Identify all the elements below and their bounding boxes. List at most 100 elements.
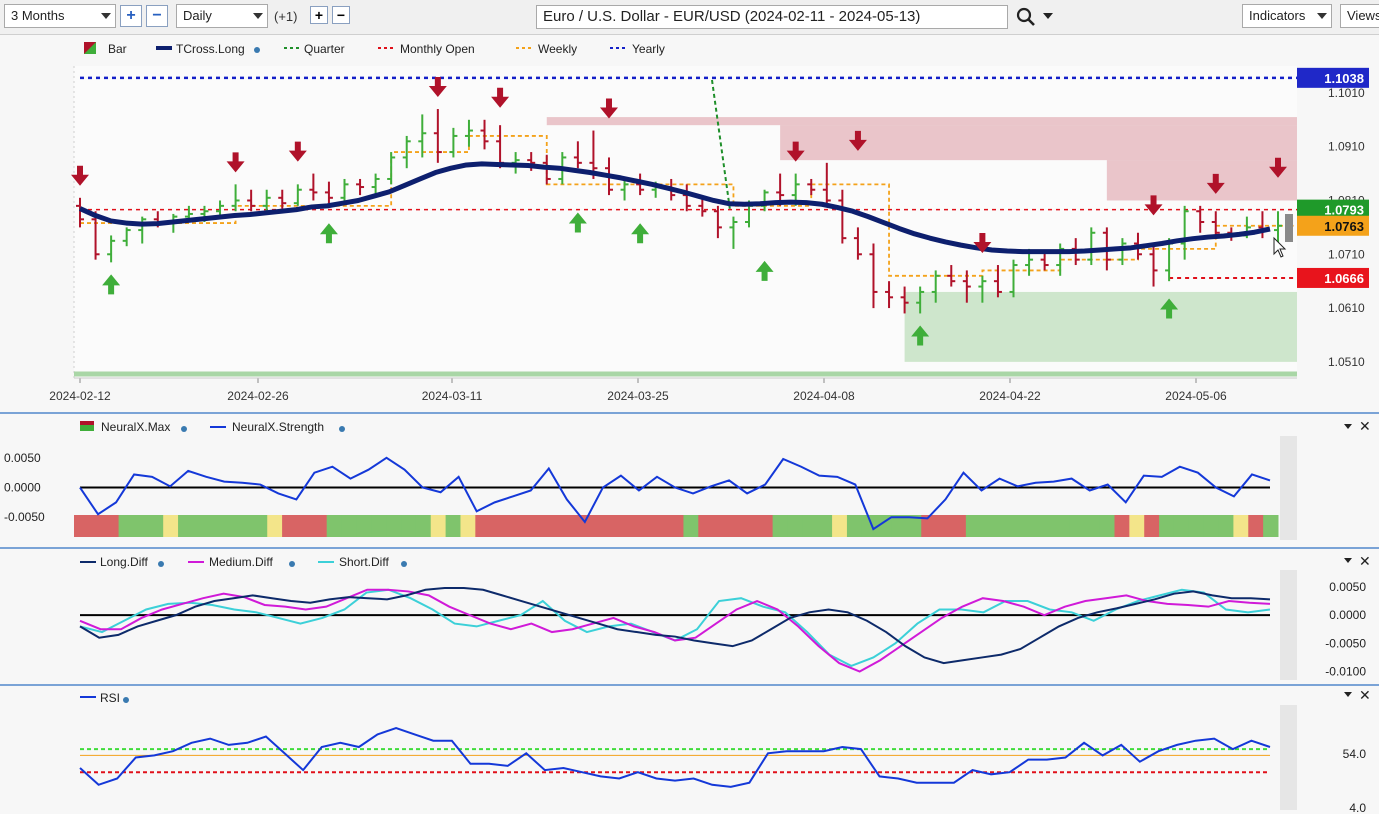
price-bar	[76, 197, 84, 228]
neuralx-max-block	[133, 515, 149, 537]
offset-minus-button[interactable]: −	[332, 6, 350, 24]
price-bar	[885, 281, 894, 309]
legend-neuralx-max: NeuralX.Max	[101, 420, 170, 434]
neuralx-max-block	[609, 515, 625, 537]
price-bar	[1149, 243, 1158, 287]
views-button[interactable]: Views	[1340, 4, 1379, 28]
chart-area[interactable]: Bar TCross.Long Quarter Monthly Open Wee…	[0, 35, 1379, 814]
legend-short-diff: Short.Diff	[339, 555, 389, 569]
neuralx-max-block	[965, 515, 982, 537]
price-bar	[807, 178, 816, 196]
close-icon[interactable]: ✕	[1359, 687, 1371, 703]
price-bar	[1274, 211, 1282, 244]
zoom-out-button[interactable]: −	[146, 5, 168, 27]
neuralx-max-block	[802, 515, 818, 537]
close-icon[interactable]: ✕	[1359, 418, 1371, 434]
price-bar	[1009, 259, 1018, 298]
price-bar	[464, 119, 473, 147]
neuralx-max-block	[1144, 515, 1160, 537]
settings-dot-icon[interactable]	[181, 426, 187, 432]
buy-arrow-icon	[911, 325, 930, 346]
neural-max-swatch	[80, 421, 94, 431]
sell-arrow-icon	[973, 233, 992, 254]
settings-dot-icon[interactable]	[401, 561, 407, 567]
neural-tick-label: 0.0000	[4, 481, 41, 495]
views-label: Views	[1347, 8, 1379, 23]
neuralx-max-block	[1099, 515, 1115, 537]
neuralx-max-block	[148, 515, 164, 537]
medium-diff-line	[79, 588, 1271, 673]
neuralx-max-block	[534, 515, 551, 537]
price-tick-label: 1.1010	[1328, 86, 1365, 100]
range-select[interactable]: 3 Months	[4, 4, 116, 28]
neuralx-max-block	[921, 515, 937, 537]
neuralx-max-block	[178, 515, 194, 537]
date-tick-label: 2024-04-22	[979, 389, 1041, 403]
monthly-price-tag: 1.0666	[1324, 271, 1364, 286]
long-diff-line	[79, 587, 1271, 665]
weekly-price-tag: 1.0763	[1324, 219, 1364, 234]
collapse-icon[interactable]	[1344, 424, 1352, 429]
settings-dot-icon[interactable]	[158, 561, 164, 567]
monthly-price-tag-bg	[1297, 267, 1369, 288]
neuralx-strength-line	[79, 456, 1271, 531]
price-bar	[729, 216, 738, 249]
price-bar	[962, 270, 971, 303]
neural-tick-label: -0.0050	[4, 510, 45, 524]
price-bar	[947, 265, 956, 287]
neuralx-max-block	[846, 515, 863, 537]
neuralx-max-block	[698, 515, 714, 537]
price-tick-label: 1.0610	[1328, 301, 1365, 315]
neuralx-max-block	[1084, 515, 1101, 537]
search-dropdown-icon[interactable]	[1042, 12, 1054, 20]
offset-plus-button[interactable]: +	[310, 6, 328, 24]
collapse-icon[interactable]	[1344, 558, 1352, 563]
neuralx-max-block	[192, 515, 209, 537]
buy-arrow-icon	[568, 212, 587, 233]
search-icon[interactable]	[1016, 7, 1038, 27]
buy-arrow-icon	[102, 274, 121, 295]
neuralx-max-block	[415, 515, 432, 537]
chevron-down-icon	[1317, 13, 1327, 19]
settings-dot-icon[interactable]	[123, 697, 129, 703]
indicators-button[interactable]: Indicators	[1242, 4, 1332, 28]
quarter-price-tag-bg	[1297, 199, 1369, 220]
support-zone	[904, 291, 1297, 362]
neuralx-max-block	[638, 515, 655, 537]
neuralx-max-block	[980, 515, 997, 537]
settings-dot-icon[interactable]	[339, 426, 345, 432]
sell-arrow-icon	[599, 98, 618, 119]
price-bar	[371, 173, 380, 196]
collapse-icon[interactable]	[1344, 692, 1352, 697]
indicators-label: Indicators	[1249, 8, 1306, 23]
price-bar	[324, 181, 333, 204]
neural-scroll-track	[1280, 436, 1297, 540]
sell-arrow-icon	[848, 130, 867, 151]
price-bar	[231, 184, 240, 212]
price-bar	[1087, 227, 1096, 266]
resistance-zone	[1106, 160, 1297, 201]
price-bar	[449, 127, 458, 158]
neuralx-max-block	[668, 515, 684, 537]
neuralx-max-block	[653, 515, 670, 537]
neuralx-max-block	[950, 515, 967, 537]
settings-dot-icon[interactable]	[254, 47, 260, 53]
price-bar	[433, 109, 442, 163]
price-bar	[869, 243, 878, 309]
yearly-price-tag-bg	[1297, 67, 1369, 88]
rsi-tick-label: 4.0	[1349, 801, 1366, 814]
neuralx-max-block	[222, 515, 239, 537]
neuralx-max-block	[772, 515, 788, 537]
price-bar	[853, 227, 862, 260]
close-icon[interactable]: ✕	[1359, 553, 1371, 569]
symbol-title[interactable]: Euro / U.S. Dollar - EUR/USD (2024-02-11…	[536, 5, 1008, 29]
interval-select[interactable]: Daily	[176, 4, 268, 28]
zoom-in-button[interactable]: +	[120, 5, 142, 27]
interval-select-value: Daily	[183, 8, 212, 23]
sell-arrow-icon	[1206, 173, 1225, 194]
legend-weekly: Weekly	[538, 42, 577, 56]
sell-arrow-icon	[71, 165, 89, 186]
sell-arrow-icon	[226, 152, 245, 173]
neuralx-max-block	[371, 515, 387, 537]
settings-dot-icon[interactable]	[289, 561, 295, 567]
